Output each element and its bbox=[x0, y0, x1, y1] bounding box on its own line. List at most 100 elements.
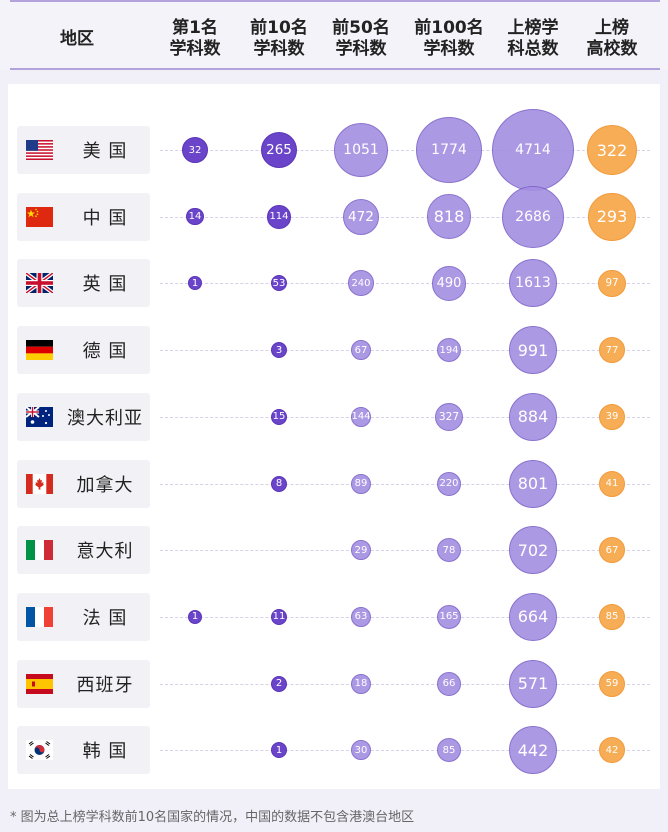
bubble-value: 801 bbox=[509, 459, 557, 508]
country-label: 法 国 bbox=[17, 592, 150, 641]
bubble-value: 322 bbox=[587, 125, 637, 175]
bubble-value: 293 bbox=[588, 192, 636, 241]
header-col-5: 上榜学 科总数 bbox=[507, 18, 559, 59]
country-label: 英 国 bbox=[17, 259, 150, 308]
bubble-value: 39 bbox=[599, 403, 625, 430]
row-guide-line bbox=[160, 150, 650, 151]
bubble-value: 442 bbox=[509, 726, 557, 775]
country-label: 德 国 bbox=[17, 326, 150, 375]
header-col-1: 第1名 学科数 bbox=[169, 18, 221, 59]
bubble-value: 14 bbox=[186, 208, 204, 226]
header-col-3: 前50名 学科数 bbox=[332, 18, 390, 59]
bubble-value: 59 bbox=[599, 670, 625, 697]
de-flag-icon bbox=[26, 340, 53, 361]
bubble-value: 818 bbox=[426, 194, 472, 240]
row-guide-line bbox=[160, 416, 650, 418]
bubble-value: 1051 bbox=[334, 123, 388, 177]
kr-flag-icon bbox=[26, 740, 53, 761]
country-label: 澳大利亚 bbox=[17, 392, 150, 441]
bubble-value: 18 bbox=[351, 673, 371, 694]
header-top-rule bbox=[10, 0, 660, 2]
bubble-value: 30 bbox=[351, 740, 371, 761]
bubble-value: 29 bbox=[351, 540, 371, 561]
bubble-value: 991 bbox=[509, 326, 557, 375]
bubble-value: 114 bbox=[267, 204, 291, 229]
country-label: 加拿大 bbox=[17, 459, 150, 508]
country-name: 西班牙 bbox=[76, 674, 134, 696]
header-bottom-rule bbox=[10, 68, 660, 70]
table-header bbox=[0, 0, 668, 70]
row-guide-line bbox=[160, 683, 650, 685]
header-region: 地区 bbox=[60, 28, 94, 49]
row-guide-line bbox=[160, 550, 650, 552]
country-name: 德 国 bbox=[82, 341, 128, 363]
bubble-value: 3 bbox=[271, 342, 287, 359]
country-label: 中 国 bbox=[17, 192, 150, 241]
country-name: 澳大利亚 bbox=[67, 407, 143, 429]
bubble-value: 67 bbox=[599, 537, 625, 564]
bubble-value: 165 bbox=[437, 604, 461, 629]
header-col-6: 上榜 高校数 bbox=[586, 18, 638, 59]
bubble-value: 194 bbox=[437, 338, 461, 363]
bubble-value: 67 bbox=[351, 340, 371, 361]
country-name: 法 国 bbox=[82, 607, 128, 629]
au-flag-icon bbox=[25, 406, 53, 427]
bubble-value: 85 bbox=[599, 603, 625, 630]
ca-flag-icon bbox=[26, 473, 53, 494]
uk-flag-icon bbox=[24, 271, 55, 295]
country-label: 意大利 bbox=[17, 526, 150, 575]
bubble-value: 664 bbox=[509, 592, 557, 641]
header-col-4: 前100名 学科数 bbox=[414, 18, 484, 59]
country-label: 西班牙 bbox=[17, 659, 150, 708]
row-guide-line bbox=[160, 616, 650, 618]
bubble-value: 42 bbox=[599, 737, 625, 764]
cn-flag-icon bbox=[26, 206, 53, 227]
bubble-value: 8 bbox=[271, 475, 287, 492]
bubble-value: 15 bbox=[271, 408, 287, 425]
us-flag-icon bbox=[26, 140, 53, 160]
bubble-value: 4714 bbox=[492, 109, 574, 191]
bubble-value: 2 bbox=[271, 675, 287, 692]
bubble-value: 66 bbox=[437, 671, 461, 696]
bubble-value: 265 bbox=[261, 132, 297, 168]
bubble-value: 77 bbox=[599, 337, 625, 364]
bubble-value: 1 bbox=[271, 742, 287, 759]
bubble-value: 78 bbox=[437, 538, 461, 563]
country-label: 韩 国 bbox=[17, 726, 150, 775]
bubble-value: 1613 bbox=[509, 259, 557, 308]
bubble-value: 11 bbox=[271, 608, 287, 625]
bubble-value: 32 bbox=[182, 137, 208, 163]
bubble-value: 1774 bbox=[416, 117, 482, 183]
bubble-value: 1 bbox=[188, 609, 202, 624]
bubble-value: 1 bbox=[188, 276, 202, 291]
row-guide-line bbox=[160, 216, 650, 218]
country-label: 美 国 bbox=[17, 126, 150, 174]
bubble-value: 97 bbox=[598, 269, 626, 298]
bubble-value: 2686 bbox=[502, 185, 564, 248]
bubble-value: 89 bbox=[351, 473, 371, 494]
bubble-value: 490 bbox=[431, 266, 467, 301]
row-guide-line bbox=[160, 750, 650, 752]
bubble-value: 144 bbox=[351, 406, 371, 427]
country-name: 韩 国 bbox=[82, 741, 128, 763]
row-guide-line bbox=[160, 350, 650, 352]
bubble-value: 472 bbox=[342, 198, 380, 235]
row-guide-line bbox=[160, 283, 650, 285]
country-name: 英 国 bbox=[82, 274, 128, 296]
row-guide-line bbox=[160, 483, 650, 485]
es-flag-icon bbox=[26, 673, 53, 694]
bubble-value: 85 bbox=[437, 738, 461, 763]
bubble-value: 571 bbox=[509, 659, 557, 708]
country-name: 加拿大 bbox=[76, 474, 134, 496]
bubble-value: 884 bbox=[509, 392, 557, 441]
bubble-value: 220 bbox=[437, 471, 461, 496]
country-name: 中 国 bbox=[82, 207, 128, 229]
footnote: * 图为总上榜学科数前10名国家的情况，中国的数据不包含港澳台地区 bbox=[10, 810, 415, 825]
country-name: 意大利 bbox=[76, 541, 134, 563]
header-col-2: 前10名 学科数 bbox=[250, 18, 308, 59]
bubble-value: 41 bbox=[599, 470, 625, 497]
bubble-value: 240 bbox=[348, 270, 374, 297]
bubble-value: 53 bbox=[270, 275, 288, 292]
bubble-value: 63 bbox=[351, 606, 371, 627]
bubble-value: 702 bbox=[509, 526, 557, 575]
